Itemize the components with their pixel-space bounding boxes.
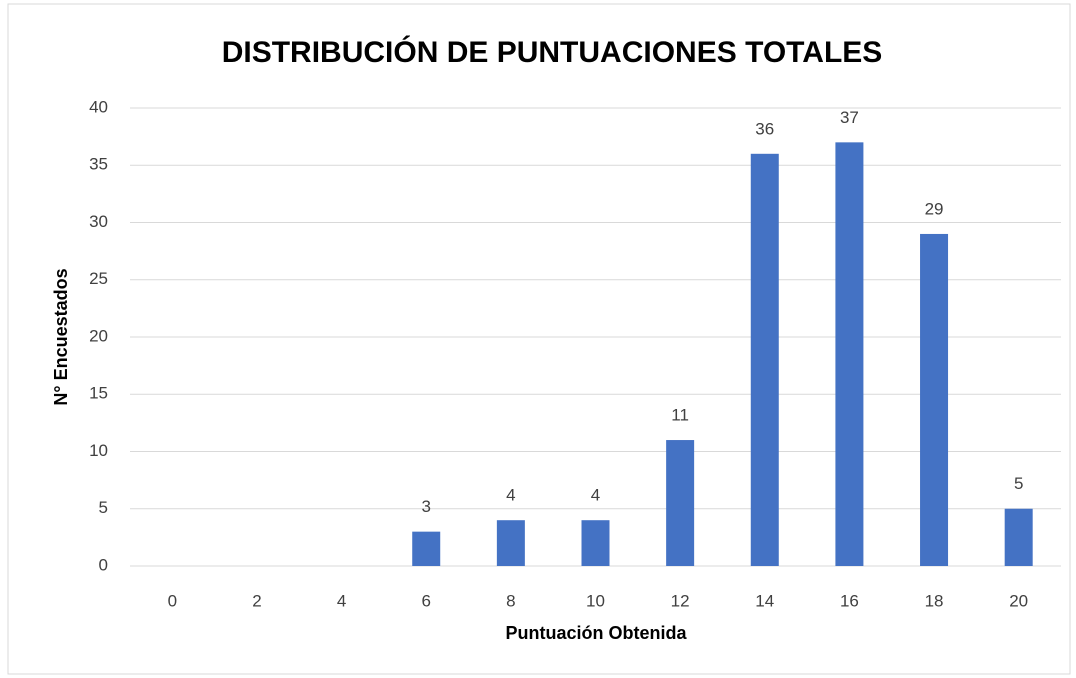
data-label: 36 xyxy=(755,119,774,138)
y-tick-label: 10 xyxy=(89,441,108,460)
bar xyxy=(1004,508,1033,566)
data-label: 4 xyxy=(506,486,515,505)
data-label: 3 xyxy=(421,497,430,516)
bar xyxy=(581,520,610,566)
data-label: 11 xyxy=(671,406,689,425)
bar xyxy=(920,233,949,566)
x-tick-label: 6 xyxy=(421,591,430,610)
y-tick-label: 15 xyxy=(89,384,108,403)
x-tick-label: 2 xyxy=(252,591,261,610)
y-tick-label: 35 xyxy=(89,155,108,174)
x-tick-label: 12 xyxy=(671,591,690,610)
data-label: 29 xyxy=(925,199,944,218)
chart-title: DISTRIBUCIÓN DE PUNTUACIONES TOTALES xyxy=(222,35,883,69)
bar xyxy=(412,531,441,566)
x-tick-label: 4 xyxy=(337,591,346,610)
y-tick-label: 30 xyxy=(89,212,108,231)
bar xyxy=(835,142,864,566)
y-tick-label: 20 xyxy=(89,326,108,345)
bar xyxy=(750,153,779,567)
y-tick-label: 5 xyxy=(99,498,108,517)
x-tick-label: 18 xyxy=(925,591,944,610)
y-tick-label: 25 xyxy=(89,269,108,288)
x-tick-label: 8 xyxy=(506,591,515,610)
data-label: 37 xyxy=(840,108,859,127)
x-tick-label: 16 xyxy=(840,591,859,610)
y-tick-label: 40 xyxy=(89,97,108,116)
x-tick-label: 10 xyxy=(586,591,605,610)
x-tick-label: 14 xyxy=(755,591,774,610)
bar xyxy=(496,520,525,566)
data-label: 4 xyxy=(591,486,600,505)
y-tick-label: 0 xyxy=(99,555,108,574)
data-label: 5 xyxy=(1014,474,1023,493)
x-tick-label: 20 xyxy=(1009,591,1028,610)
x-axis-title: Puntuación Obtenida xyxy=(505,623,687,643)
bar xyxy=(666,440,695,566)
y-axis-title: N° Encuestados xyxy=(51,268,71,405)
chart-border xyxy=(7,3,1071,675)
x-tick-label: 0 xyxy=(168,591,177,610)
